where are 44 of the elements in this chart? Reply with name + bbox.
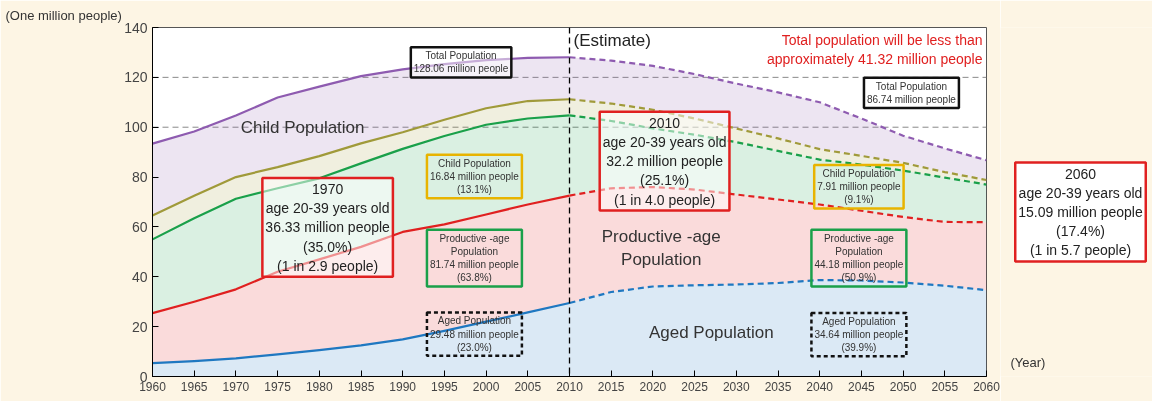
annotation: Child Population 7.91 million people (9.1%) [817,168,902,206]
x-axis-title: (Year) [1010,354,1046,370]
x-tick-label: 2030 [722,379,750,394]
y-tick-label: 40 [131,268,148,285]
annotation: Total Population 86.74 million people [866,80,957,105]
annotation: Child Population 16.84 million people (13.1%) [429,157,520,196]
annotation: Productive -age Population 81.74 million people (63.8%) [429,232,520,284]
y-tick-label: 140 [124,19,148,36]
x-tick-label: 2035 [764,379,792,394]
y-axis-title: (One million people) [5,7,122,23]
ref-line-label: (Estimate) [573,30,651,50]
y-tick-label: 120 [124,69,148,86]
x-tick-label: 2000 [472,379,500,394]
x-tick-label: 2020 [639,379,667,394]
annotation: Total Population 128.06 million people [413,50,509,75]
x-tick-label: 2050 [889,379,917,394]
x-tick-label: 1970 [222,379,250,394]
x-tick-label: 2005 [514,379,542,394]
annotation: 2010 age 20-39 years old 32.2 million people (25.1%) (1 in 4.0 people) [602,114,727,208]
x-tick-label: 1975 [264,379,292,394]
x-tick-label: 1995 [431,379,459,394]
annotation: Aged Population 34.64 million people (39.9%) [814,315,904,354]
annotation: Aged Population [648,323,774,343]
y-tick-label: 60 [131,218,148,235]
x-tick-label: 1990 [389,379,417,394]
x-tick-label: 2055 [931,379,959,394]
x-tick-label: 2040 [806,379,834,394]
y-tick-label: 80 [131,169,148,186]
annotation: 1970 age 20-39 years old 36.33 million people (35.0%) (1 in 2.9 people) [265,181,391,274]
annotation: Total population will be less than approximately 41.32 million people [766,31,983,67]
y-tick-label: 100 [124,119,148,136]
x-tick-label: 1980 [305,379,333,394]
x-tick-label: 2060 [973,379,1001,394]
text: 2060 age 20-39 years old 15.09 million people (17.4%) (1 in 5.7 people) [1018,165,1143,259]
x-tick-label: 2045 [848,379,876,394]
y-tick-label: 20 [131,318,148,335]
annotation: Productive -age Population 44.18 million people (50.9%) [814,232,904,284]
x-tick-label: 2015 [597,379,625,394]
x-tick-label: 2025 [681,379,709,394]
annotation: Productive -age Population [601,226,721,269]
annotation: Child Population [240,117,365,137]
x-tick-label: 1965 [180,379,208,394]
x-tick-label: 2010 [556,379,584,394]
x-tick-label: 1985 [347,379,375,394]
